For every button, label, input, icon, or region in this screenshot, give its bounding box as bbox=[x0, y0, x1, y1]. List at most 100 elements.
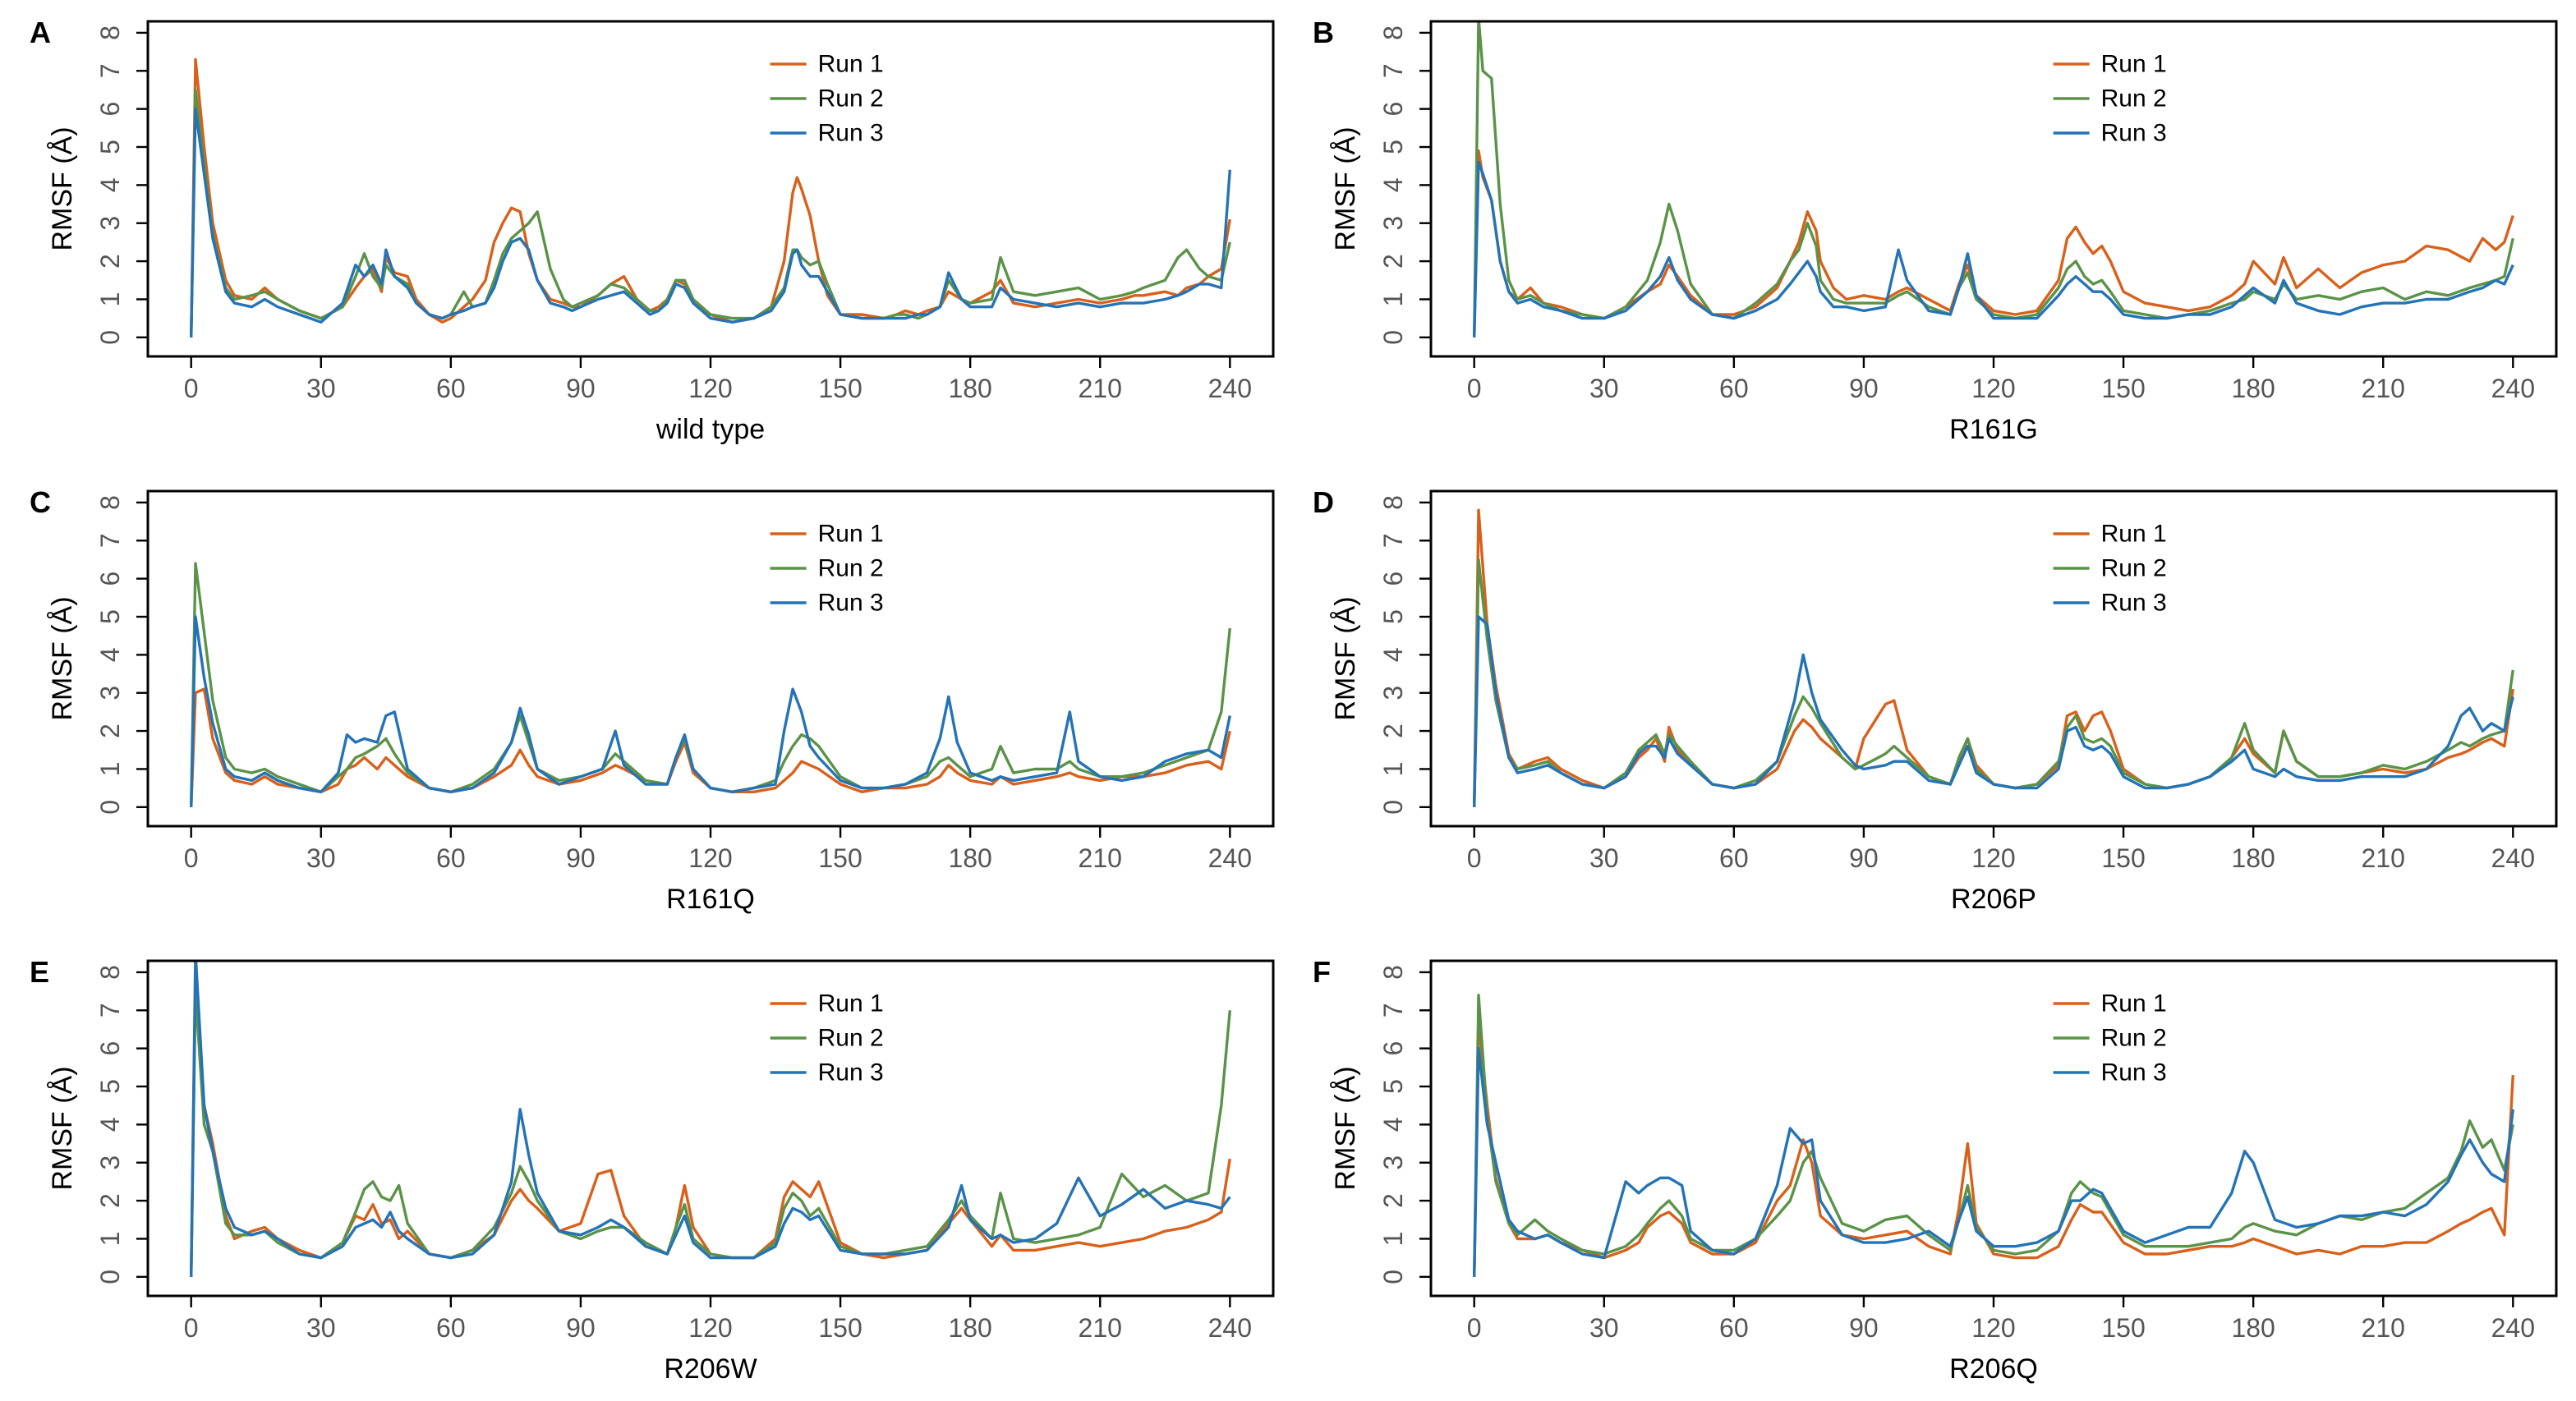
x-tick-label: 240 bbox=[2491, 374, 2535, 403]
series-line-run-3 bbox=[190, 615, 1231, 807]
y-axis-label: RMSF (Å) bbox=[1330, 596, 1361, 720]
x-tick-label: 240 bbox=[1208, 843, 1252, 873]
x-axis-label: R206Q bbox=[1949, 1353, 2038, 1385]
panel-letter: D bbox=[1313, 485, 1334, 519]
y-tick-label: 8 bbox=[1378, 495, 1408, 510]
panel-f: F 0 30 60 90 120 150 180 210 240 0 1 2 3 4 5 6 7 8 RMSF (Å)… bbox=[1313, 955, 2558, 1385]
x-tick-label: 90 bbox=[566, 374, 596, 403]
legend: Run 1 Run 2 Run 3 bbox=[2053, 51, 2167, 147]
legend-label: Run 3 bbox=[2101, 120, 2167, 147]
y-tick-label: 1 bbox=[95, 292, 125, 307]
legend-label: Run 2 bbox=[818, 85, 884, 113]
x-tick-label: 30 bbox=[1589, 1313, 1619, 1343]
x-tick-label: 0 bbox=[1467, 843, 1482, 873]
y-tick-label: 1 bbox=[1378, 1232, 1408, 1247]
y-tick-label: 6 bbox=[95, 572, 125, 586]
y-tick-label: 8 bbox=[95, 965, 125, 980]
y-tick-label: 0 bbox=[95, 330, 125, 345]
x-tick-label: 60 bbox=[436, 374, 466, 403]
y-tick-label: 6 bbox=[1378, 572, 1408, 586]
y-tick-label: 7 bbox=[95, 63, 125, 78]
x-tick-label: 30 bbox=[306, 843, 336, 873]
x-tick-label: 180 bbox=[2231, 374, 2275, 403]
y-tick-label: 1 bbox=[95, 1232, 125, 1247]
y-axis-label: RMSF (Å) bbox=[47, 1066, 78, 1190]
y-tick-label: 7 bbox=[1378, 533, 1408, 548]
legend: Run 1 Run 2 Run 3 bbox=[770, 521, 884, 617]
y-tick-label: 8 bbox=[1378, 25, 1408, 40]
y-tick-label: 5 bbox=[95, 609, 125, 624]
series-line-run-2 bbox=[190, 562, 1231, 807]
y-tick-label: 0 bbox=[95, 800, 125, 815]
y-tick-label: 0 bbox=[1378, 330, 1408, 345]
x-tick-label: 210 bbox=[2362, 843, 2405, 873]
x-tick-label: 60 bbox=[1719, 843, 1749, 873]
y-tick-label: 3 bbox=[1378, 216, 1408, 231]
series-line-run-3 bbox=[1473, 615, 2514, 807]
y-tick-label: 5 bbox=[95, 140, 125, 154]
legend: Run 1 Run 2 Run 3 bbox=[2053, 990, 2167, 1086]
series-line-run-3 bbox=[1473, 160, 2514, 338]
x-tick-label: 30 bbox=[1589, 374, 1619, 403]
y-tick-label: 6 bbox=[95, 102, 125, 117]
legend-label: Run 3 bbox=[2101, 1059, 2167, 1086]
legend-label: Run 1 bbox=[2101, 990, 2167, 1017]
series-line-run-1 bbox=[190, 687, 1231, 807]
x-tick-label: 150 bbox=[2101, 1313, 2145, 1343]
x-axis-label: R206W bbox=[664, 1353, 757, 1385]
legend-label: Run 1 bbox=[2101, 51, 2167, 78]
legend-label: Run 3 bbox=[2101, 590, 2167, 617]
x-tick-label: 30 bbox=[306, 374, 336, 403]
y-tick-label: 1 bbox=[95, 762, 125, 777]
x-tick-label: 180 bbox=[948, 843, 991, 873]
x-tick-label: 120 bbox=[1971, 1313, 2015, 1343]
x-tick-label: 0 bbox=[1467, 374, 1482, 403]
series-line-run-2 bbox=[190, 990, 1231, 1277]
series-line-run-3 bbox=[190, 107, 1231, 338]
x-tick-label: 60 bbox=[436, 843, 466, 873]
x-tick-label: 240 bbox=[1208, 1313, 1252, 1343]
legend-label: Run 2 bbox=[2101, 1025, 2167, 1052]
x-axis-label: R206P bbox=[1951, 884, 2036, 915]
series-line-run-2 bbox=[1473, 993, 2514, 1277]
y-tick-label: 7 bbox=[95, 533, 125, 548]
x-tick-label: 60 bbox=[1719, 374, 1749, 403]
legend-label: Run 3 bbox=[818, 120, 884, 147]
panel-d: D 0 30 60 90 120 150 180 210 240 0 1 2 3 4 5 6 7 8 RMSF (Å)… bbox=[1313, 485, 2558, 915]
panel-letter: A bbox=[30, 16, 51, 49]
x-tick-label: 90 bbox=[1849, 1313, 1879, 1343]
legend-label: Run 2 bbox=[818, 555, 884, 582]
y-tick-label: 2 bbox=[95, 723, 125, 738]
x-tick-label: 240 bbox=[1208, 374, 1252, 403]
y-tick-label: 7 bbox=[1378, 1003, 1408, 1017]
panel-letter: F bbox=[1313, 955, 1331, 989]
x-tick-label: 150 bbox=[2101, 843, 2145, 873]
y-tick-label: 1 bbox=[1378, 292, 1408, 307]
y-tick-label: 2 bbox=[1378, 254, 1408, 269]
x-axis-label: wild type bbox=[656, 414, 765, 445]
legend-label: Run 2 bbox=[2101, 555, 2167, 582]
x-tick-label: 120 bbox=[688, 1313, 732, 1343]
x-axis-label: R161G bbox=[1949, 414, 2038, 445]
legend: Run 1 Run 2 Run 3 bbox=[2053, 521, 2167, 617]
legend: Run 1 Run 2 Run 3 bbox=[770, 51, 884, 147]
x-tick-label: 0 bbox=[184, 374, 199, 403]
x-tick-label: 150 bbox=[2101, 374, 2145, 403]
y-tick-label: 4 bbox=[95, 177, 125, 192]
x-tick-label: 60 bbox=[436, 1313, 466, 1343]
x-tick-label: 90 bbox=[566, 1313, 596, 1343]
y-tick-label: 3 bbox=[1378, 1155, 1408, 1170]
x-tick-label: 120 bbox=[1971, 374, 2015, 403]
y-tick-label: 2 bbox=[1378, 1193, 1408, 1208]
y-tick-label: 4 bbox=[1378, 647, 1408, 662]
x-tick-label: 90 bbox=[566, 843, 596, 873]
y-tick-label: 8 bbox=[95, 25, 125, 40]
legend-label: Run 3 bbox=[818, 1059, 884, 1086]
x-tick-label: 180 bbox=[948, 374, 991, 403]
series-line-run-3 bbox=[190, 961, 1231, 1277]
x-tick-label: 210 bbox=[1079, 843, 1122, 873]
y-tick-label: 6 bbox=[1378, 102, 1408, 117]
x-tick-label: 120 bbox=[688, 843, 732, 873]
y-tick-label: 8 bbox=[95, 495, 125, 510]
panel-a: A 0 30 60 90 120 150 180 210 240 0 1 2 3 4 5 6 7 8 RMSF (Å)… bbox=[30, 16, 1275, 445]
